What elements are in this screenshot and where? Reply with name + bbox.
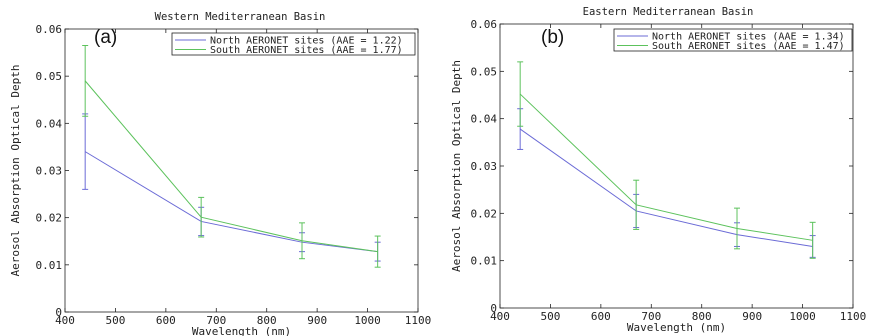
y-tick-label: 0.02 (36, 212, 63, 225)
legend-entry: South AERONET sites (AAE = 1.47) (652, 41, 845, 52)
legend-box (171, 32, 416, 56)
panel-b: 400 500 600 700 800 900 1000 1100 0 0.01 0.02 0.03 0… (450, 6, 866, 334)
x-tick-label: 1100 (840, 310, 867, 323)
x-tick-label: 500 (105, 314, 125, 327)
series-line-1 (519, 93, 813, 241)
legend-box (613, 28, 853, 52)
y-tick-label: 0.03 (471, 160, 498, 173)
y-tick-label: 0.06 (36, 23, 63, 36)
y-axis-label: Aerosol Absorption Optical Depth (450, 60, 463, 272)
series-line-0 (84, 151, 378, 253)
legend: North AERONET sites (AAE = 1.34)South AE… (613, 28, 853, 52)
chart-title: Eastern Mediterranean Basin (583, 6, 754, 18)
x-tick-label: 700 (641, 310, 661, 323)
x-tick-label: 1000 (789, 310, 816, 323)
x-tick-label: 500 (540, 310, 560, 323)
plot-frame (64, 28, 419, 313)
plot-frame (499, 23, 854, 309)
y-tick-label: 0.01 (471, 255, 498, 268)
legend: North AERONET sites (AAE = 1.22)South AE… (171, 32, 416, 56)
x-tick-label: 400 (55, 314, 75, 327)
panel-label: (a) (94, 27, 117, 48)
y-axis-label: Aerosol Absorption Optical Depth (9, 65, 22, 277)
x-tick-label: 900 (742, 310, 762, 323)
x-tick-label: 600 (591, 310, 611, 323)
y-tick-label: 0 (55, 306, 62, 319)
legend-entry: North AERONET sites (AAE = 1.34) (652, 32, 845, 43)
panel-a: 400 500 600 700 800 900 1000 1100 0 0.01 0.02 0.03 0… (9, 11, 431, 336)
x-tick-label: 800 (257, 314, 277, 327)
legend-entry: North AERONET sites (AAE = 1.22) (210, 36, 403, 47)
x-tick-label: 700 (206, 314, 226, 327)
x-axis-label: Wavelength (nm) (627, 321, 726, 334)
x-tick-label: 600 (156, 314, 176, 327)
legend-entry: South AERONET sites (AAE = 1.77) (210, 45, 403, 56)
series-line-1 (84, 80, 378, 253)
x-axis-label: Wavelength (nm) (192, 325, 291, 336)
y-tick-label: 0.02 (471, 207, 498, 220)
y-tick-label: 0.03 (36, 165, 63, 178)
y-tick-label: 0.05 (36, 70, 63, 83)
series-line-0 (519, 128, 813, 247)
x-tick-label: 1100 (405, 314, 432, 327)
x-tick-label: 900 (307, 314, 327, 327)
x-tick-label: 400 (490, 310, 510, 323)
chart-title: Western Mediterranean Basin (155, 11, 326, 23)
y-tick-label: 0.01 (36, 259, 63, 272)
y-tick-label: 0.04 (36, 117, 63, 130)
panel-label: (b) (541, 27, 564, 48)
y-tick-label: 0.05 (471, 65, 498, 78)
x-tick-label: 1000 (354, 314, 381, 327)
y-tick-label: 0.06 (471, 18, 498, 31)
y-tick-label: 0.04 (471, 113, 498, 126)
x-tick-label: 800 (692, 310, 712, 323)
y-tick-label: 0 (490, 302, 497, 315)
